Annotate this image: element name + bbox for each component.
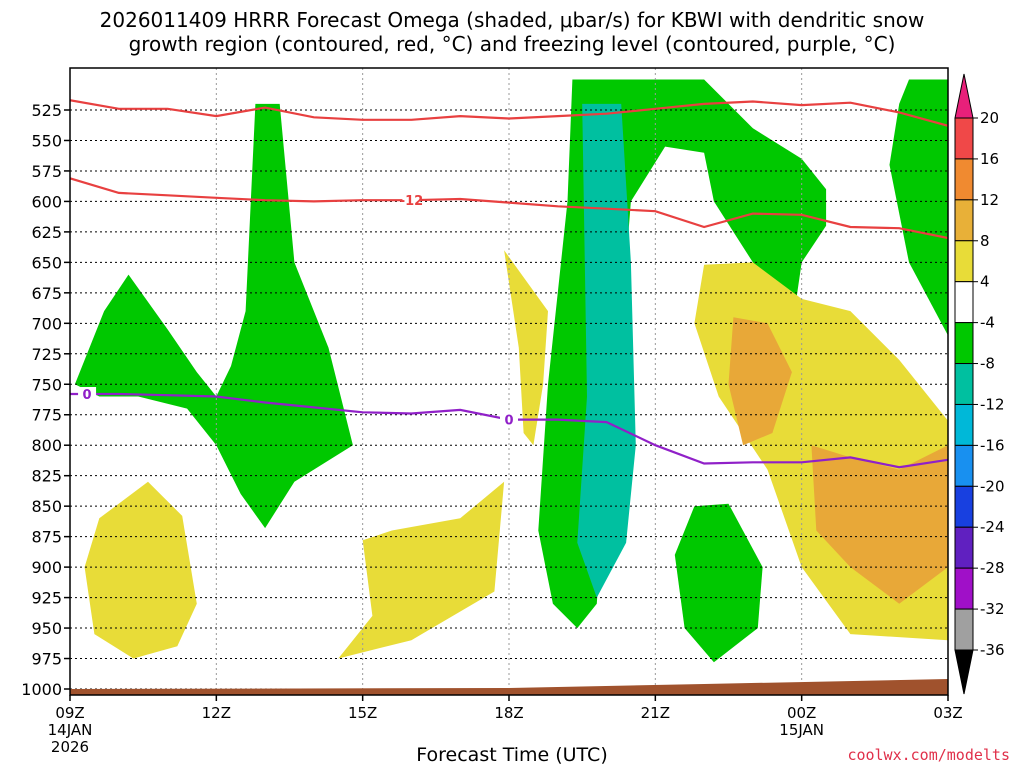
colorbar-segment-7 — [954, 363, 974, 405]
colorbar-label-7: -12 — [980, 395, 1005, 413]
colorbar-label-11: -28 — [980, 559, 1005, 577]
y-tick-label-750: 750 — [31, 375, 62, 394]
y-tick-label-1000: 1000 — [21, 680, 62, 699]
x-axis-title: Forecast Time (UTC) — [416, 744, 608, 766]
colorbar-label-2: 12 — [980, 191, 999, 209]
colorbar-segment-3 — [954, 199, 974, 242]
y-tick-label-775: 775 — [31, 406, 62, 425]
y-tick-label-650: 650 — [31, 253, 62, 272]
colorbar-label-8: -16 — [980, 436, 1005, 454]
contour-line-1 — [70, 99, 948, 127]
colorbar-segment-2 — [954, 158, 974, 201]
contour-label-bg — [402, 193, 421, 208]
credit-link[interactable]: coolwx.com/modelts — [847, 746, 1010, 764]
colorbar-bottom-arrow — [954, 649, 974, 695]
colorbar-label-1: 16 — [980, 150, 999, 168]
x-tick-sublabel2-09Z: 2026 — [51, 738, 89, 756]
y-tick-label-600: 600 — [31, 192, 62, 211]
omega-region-1 — [74, 103, 353, 529]
colorbar-segment-6 — [954, 322, 974, 365]
y-tick-label-850: 850 — [31, 497, 62, 516]
omega-region-6 — [84, 481, 197, 659]
contour-label-3-0: 0 — [83, 388, 92, 403]
colorbar-segment-5 — [954, 281, 974, 324]
y-tick-label-575: 575 — [31, 162, 62, 181]
contour-label-bg — [500, 412, 518, 427]
omega-region-7 — [338, 481, 505, 659]
y-tick-label-925: 925 — [31, 589, 62, 608]
y-tick-label-825: 825 — [31, 467, 62, 486]
x-tick-sublabel-00Z: 15JAN — [779, 721, 824, 739]
y-tick-label-950: 950 — [31, 619, 62, 638]
y-tick-label-875: 875 — [31, 528, 62, 547]
omega-region-3 — [674, 503, 763, 663]
contour-line-2 — [70, 177, 948, 240]
colorbar-label-6: -8 — [980, 355, 995, 373]
colorbar-segment-4 — [954, 240, 974, 283]
contour-label-3-1: 0 — [504, 414, 513, 429]
colorbar-label-12: -32 — [980, 600, 1005, 618]
chart-title-line-2: growth region (contoured, red, °C) and f… — [128, 32, 896, 56]
colorbar-segment-11 — [954, 526, 974, 569]
colorbar-label-9: -20 — [980, 477, 1005, 495]
colorbar-segment-8 — [954, 403, 974, 446]
y-tick-label-975: 975 — [31, 650, 62, 669]
colorbar-segment-9 — [954, 444, 974, 487]
colorbar-label-5: -4 — [980, 314, 995, 332]
x-tick-label-21Z: 21Z — [641, 704, 670, 722]
contour-label-2-0: -12 — [400, 194, 424, 209]
omega-region-4 — [889, 79, 948, 336]
colorbar-segment-12 — [954, 567, 974, 610]
colorbar-top-arrow — [954, 73, 974, 119]
x-tick-label-00Z: 00Z — [787, 704, 816, 722]
y-tick-label-675: 675 — [31, 284, 62, 303]
y-tick-label-800: 800 — [31, 436, 62, 455]
x-tick-label-09Z: 09Z — [55, 704, 84, 722]
colorbar-segment-1 — [954, 117, 974, 160]
x-tick-label-18Z: 18Z — [494, 704, 523, 722]
omega-region-8 — [504, 250, 548, 446]
colorbar-label-13: -36 — [980, 641, 1005, 659]
colorbar-label-0: 20 — [980, 109, 999, 127]
omega-region-11 — [811, 445, 948, 604]
y-tick-label-550: 550 — [31, 131, 62, 150]
x-tick-label-15Z: 15Z — [348, 704, 377, 722]
colorbar-segment-13 — [954, 608, 974, 651]
y-tick-label-525: 525 — [31, 101, 62, 120]
colorbar-label-10: -24 — [980, 518, 1005, 536]
x-tick-label-12Z: 12Z — [202, 704, 231, 722]
colorbar-label-4: 4 — [980, 273, 990, 291]
x-tick-sublabel-09Z: 14JAN — [48, 721, 93, 739]
y-tick-label-900: 900 — [31, 558, 62, 577]
y-tick-label-625: 625 — [31, 223, 62, 242]
x-tick-label-03Z: 03Z — [933, 704, 962, 722]
colorbar-label-3: 8 — [980, 232, 990, 250]
omega-region-10 — [728, 317, 792, 446]
chart-title-line-1: 2026011409 HRRR Forecast Omega (shaded, … — [99, 8, 925, 32]
omega-region-5 — [577, 103, 636, 598]
y-tick-label-725: 725 — [31, 345, 62, 364]
colorbar-segment-10 — [954, 485, 974, 528]
ground-surface — [70, 679, 948, 695]
y-tick-label-700: 700 — [31, 314, 62, 333]
contour-label-bg — [78, 387, 97, 402]
